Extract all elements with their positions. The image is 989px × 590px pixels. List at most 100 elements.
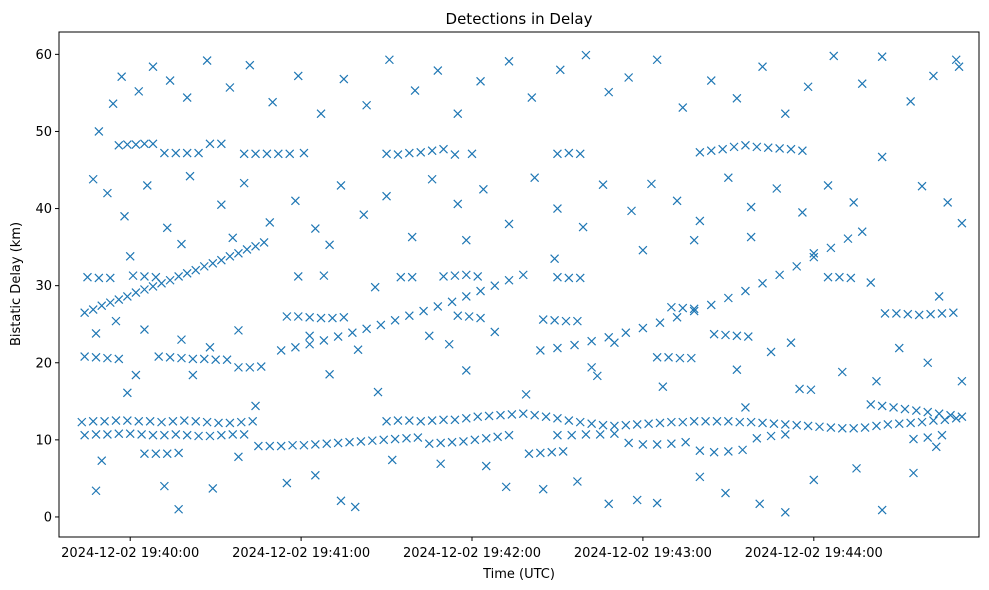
data-point — [305, 331, 315, 341]
data-point — [877, 505, 887, 515]
data-point — [769, 419, 779, 429]
data-point — [866, 399, 876, 409]
data-point — [695, 472, 705, 482]
data-point — [564, 148, 574, 158]
data-point — [171, 430, 181, 439]
data-point — [877, 152, 887, 162]
data-point — [265, 441, 275, 451]
data-point — [937, 430, 947, 440]
data-point — [325, 240, 335, 250]
data-point — [159, 148, 169, 158]
data-point — [102, 188, 112, 198]
data-point — [390, 315, 400, 325]
data-point — [248, 416, 258, 426]
data-point — [527, 93, 537, 102]
data-point — [97, 456, 107, 466]
data-point — [780, 109, 790, 119]
data-point — [473, 412, 483, 422]
data-point — [484, 411, 494, 421]
data-point — [746, 417, 756, 427]
data-point — [504, 430, 514, 440]
data-point — [114, 140, 124, 150]
data-point — [786, 338, 796, 348]
data-point — [835, 272, 844, 282]
data-point — [923, 433, 933, 442]
data-point — [185, 171, 195, 181]
data-point — [208, 258, 218, 268]
data-point — [621, 328, 631, 338]
data-point — [678, 303, 688, 313]
y-tick-label: 60 — [35, 48, 52, 63]
data-point — [410, 86, 420, 96]
data-point — [259, 238, 269, 247]
data-point — [91, 486, 101, 496]
data-point — [652, 498, 662, 508]
data-point — [216, 139, 226, 149]
data-point — [142, 181, 152, 190]
data-point — [672, 312, 682, 322]
data-point — [609, 338, 619, 348]
data-point — [741, 403, 750, 412]
data-point — [120, 211, 129, 221]
data-point — [80, 430, 90, 440]
data-point — [758, 418, 767, 428]
data-point — [122, 388, 132, 398]
data-point — [205, 342, 215, 352]
data-point — [427, 416, 437, 426]
data-point — [572, 316, 582, 326]
data-point — [427, 146, 437, 156]
data-point — [88, 416, 98, 426]
data-point — [216, 430, 226, 440]
data-point — [404, 416, 414, 426]
data-point — [857, 227, 867, 237]
data-point — [837, 423, 847, 433]
data-point — [723, 173, 733, 183]
data-point — [282, 478, 292, 488]
data-point — [202, 56, 212, 65]
data-point — [609, 421, 619, 431]
data-point — [433, 302, 443, 311]
data-point — [658, 382, 668, 392]
data-point — [729, 142, 739, 152]
data-point — [598, 180, 608, 190]
data-point — [114, 354, 124, 364]
data-point — [293, 71, 303, 81]
data-point — [234, 362, 243, 372]
data-point — [88, 305, 98, 314]
data-point — [763, 143, 773, 153]
data-point — [102, 430, 112, 439]
data-point — [627, 206, 636, 216]
data-point — [290, 342, 300, 352]
data-point — [208, 484, 218, 493]
data-point — [786, 144, 796, 154]
data-point — [379, 435, 389, 445]
data-point — [553, 413, 562, 423]
data-point — [416, 416, 426, 426]
data-point — [496, 410, 505, 420]
data-point — [880, 308, 890, 318]
data-point — [655, 418, 665, 428]
data-point — [578, 222, 588, 232]
data-point — [914, 310, 924, 320]
data-point — [211, 355, 221, 365]
data-point — [530, 173, 540, 183]
data-point — [182, 268, 192, 278]
data-point — [188, 354, 198, 364]
data-point — [384, 55, 394, 65]
data-point — [735, 417, 745, 427]
data-point — [305, 339, 315, 349]
data-point — [909, 434, 918, 444]
data-point — [94, 127, 104, 136]
data-point — [194, 148, 203, 158]
data-point — [826, 423, 836, 432]
data-point — [293, 312, 303, 321]
data-point — [285, 149, 295, 159]
data-point — [689, 416, 699, 426]
data-point — [148, 62, 158, 72]
data-point — [148, 139, 158, 149]
data-point — [797, 207, 807, 217]
data-point — [305, 312, 315, 322]
data-point — [504, 219, 514, 229]
data-point — [490, 327, 500, 337]
data-point — [276, 345, 286, 355]
